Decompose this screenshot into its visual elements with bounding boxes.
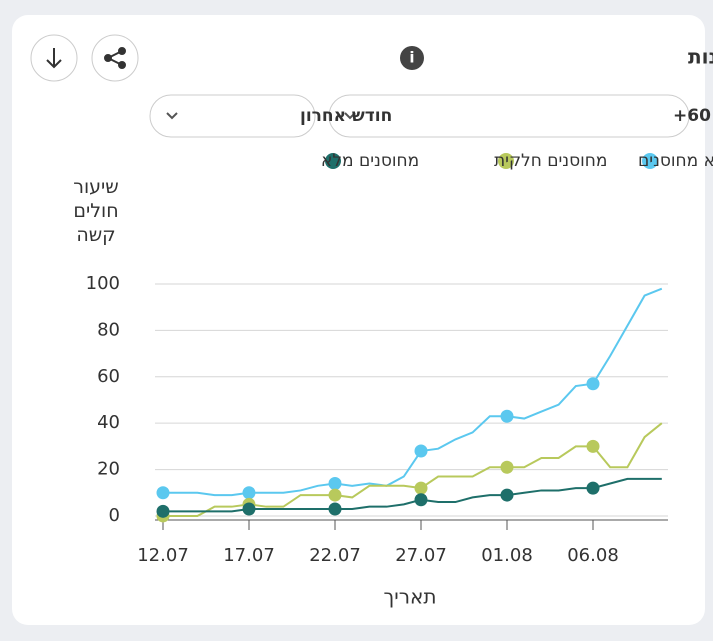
info-icon[interactable] xyxy=(400,46,424,70)
point xyxy=(586,377,600,391)
point xyxy=(500,460,514,474)
y-tick-label: 100 xyxy=(86,273,120,294)
point xyxy=(328,502,342,516)
point xyxy=(414,493,428,507)
x-tick-label: 22.07 xyxy=(309,545,361,566)
x-tick-label: 01.08 xyxy=(481,545,533,566)
legend-swatch xyxy=(498,153,514,169)
point xyxy=(414,481,428,495)
title: חולים קשה - התחסנות xyxy=(688,45,713,69)
y-tick-label: 40 xyxy=(97,412,120,433)
point xyxy=(414,444,428,458)
legend-label: מחוסנים חלקית xyxy=(494,151,607,171)
y-tick-label: 80 xyxy=(97,319,120,340)
card xyxy=(12,15,705,625)
legend-label: לא מחוסנים xyxy=(638,151,713,171)
point xyxy=(242,486,256,500)
point xyxy=(586,481,600,495)
y-tick-label: 60 xyxy=(97,366,120,387)
legend-label: מחוסנים מלא xyxy=(321,151,419,171)
x-tick-label: 12.07 xyxy=(137,545,189,566)
legend-swatch xyxy=(642,153,658,169)
x-tick-label: 27.07 xyxy=(395,545,447,566)
point xyxy=(586,439,600,453)
info-glyph: i xyxy=(409,49,414,67)
point xyxy=(328,488,342,502)
point xyxy=(500,409,514,423)
period-label: חודש אחרון xyxy=(300,106,392,126)
x-tick-label: 06.08 xyxy=(567,545,619,566)
download-icon xyxy=(46,48,62,69)
chevron xyxy=(344,112,356,120)
legend-swatch xyxy=(325,153,341,169)
point xyxy=(500,488,514,502)
share-icon xyxy=(104,47,126,69)
y-tick-label: 0 xyxy=(109,505,120,526)
point xyxy=(156,486,170,500)
share-button[interactable] xyxy=(91,34,139,82)
metric-label: חולים קשה ל100k איש, מגיל 60+ xyxy=(673,106,713,126)
y-tick-label: 20 xyxy=(97,459,120,480)
point xyxy=(328,476,342,490)
chevron xyxy=(166,112,178,120)
metric-dropdown[interactable] xyxy=(328,94,690,138)
x-tick-label: 17.07 xyxy=(223,545,275,566)
period-dropdown[interactable] xyxy=(149,94,316,138)
point xyxy=(242,502,256,516)
x-axis-label: תאריך xyxy=(383,585,436,609)
y-axis-label: שיעור חולים קשה xyxy=(73,176,119,246)
point xyxy=(156,504,170,518)
